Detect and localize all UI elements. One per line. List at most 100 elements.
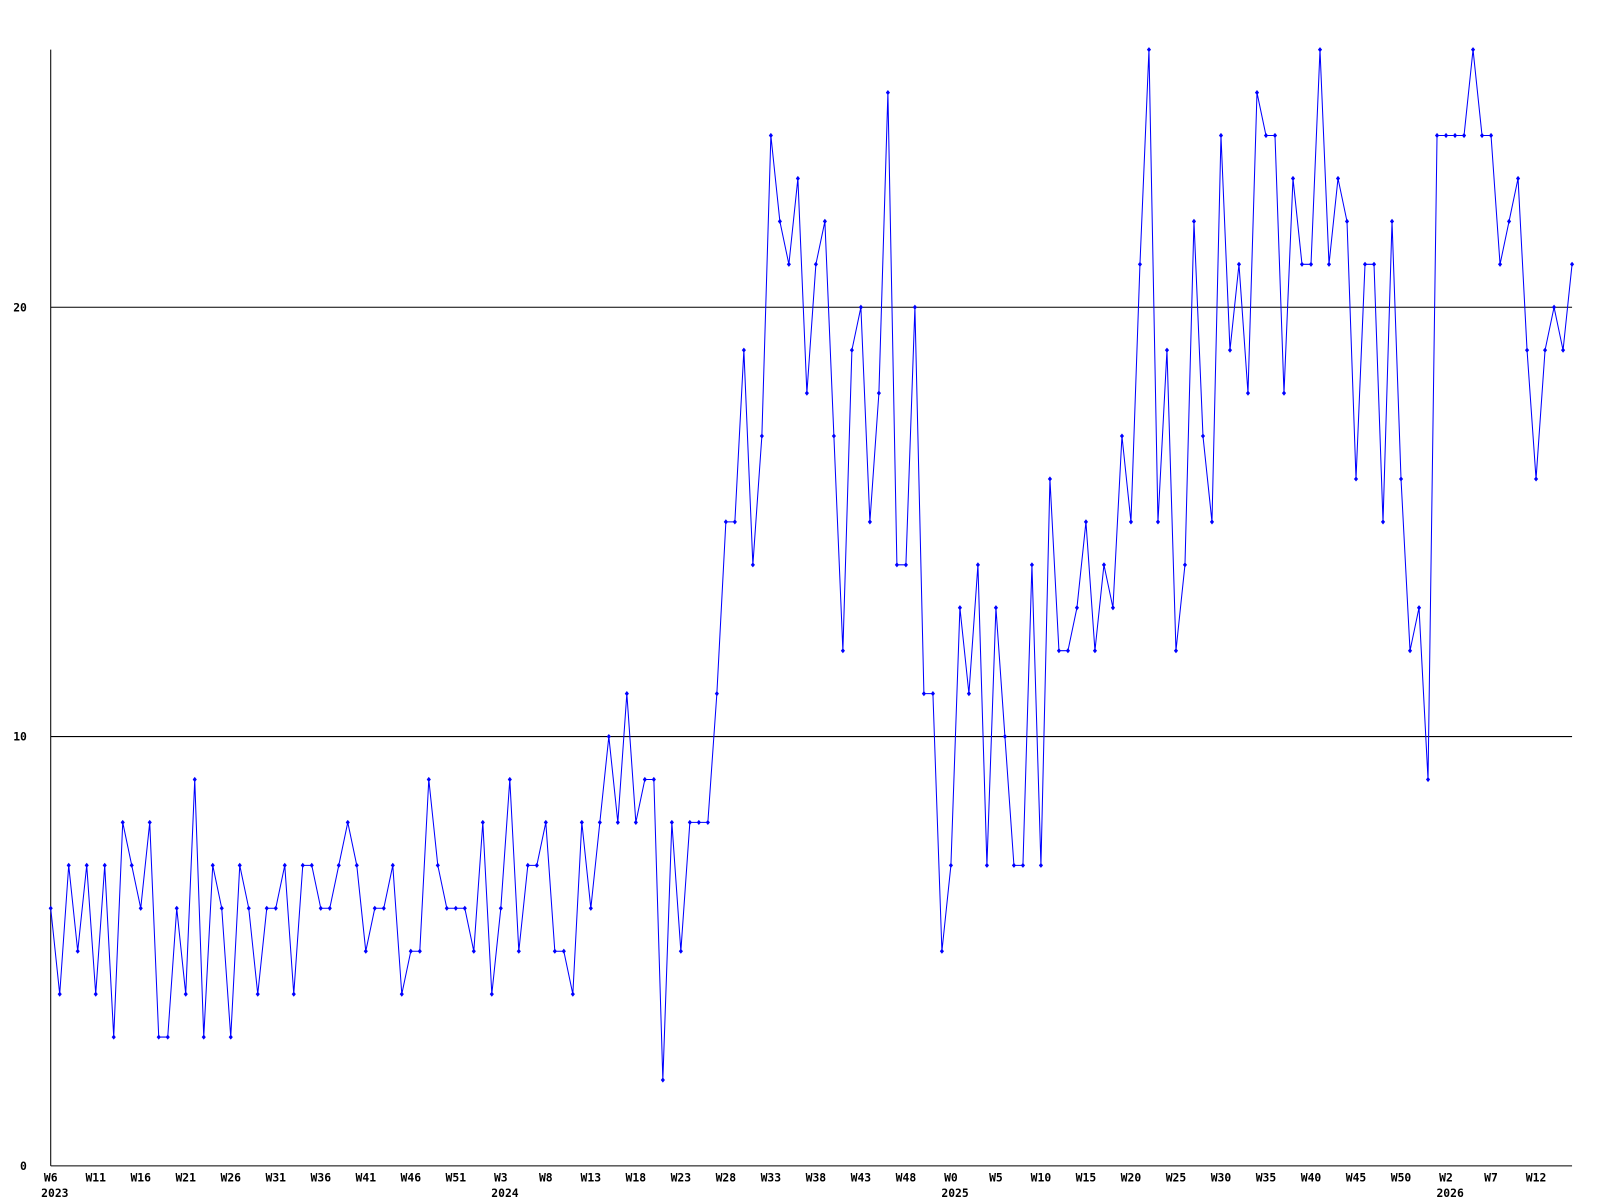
data-point	[849, 347, 854, 353]
x-tick-label: W20	[1121, 1170, 1142, 1184]
data-point	[1425, 776, 1431, 783]
data-point	[480, 819, 485, 825]
data-point	[1470, 47, 1476, 53]
data-point	[867, 519, 872, 525]
data-point	[1344, 218, 1350, 224]
data-point	[1236, 261, 1242, 267]
x-tick-label: W8	[539, 1170, 553, 1184]
x-year-label: 2023	[41, 1186, 69, 1200]
data-point	[336, 862, 341, 868]
data-point	[318, 905, 323, 911]
data-point	[786, 261, 791, 267]
data-point	[1047, 476, 1053, 482]
x-tick-label: W43	[851, 1170, 872, 1184]
y-tick-label: 20	[13, 300, 27, 314]
x-tick-label: W18	[626, 1170, 647, 1184]
data-point	[1362, 261, 1368, 267]
x-tick-label: W0	[944, 1170, 958, 1184]
x-tick-label: W21	[175, 1170, 196, 1184]
data-point	[1263, 132, 1269, 139]
x-tick-label: W23	[671, 1170, 692, 1184]
x-tick-label: W7	[1484, 1170, 1498, 1184]
x-tick-label: W30	[1211, 1170, 1232, 1184]
y-tick-label: 0	[20, 1159, 27, 1173]
data-point	[597, 819, 602, 825]
x-tick-label: W45	[1346, 1170, 1367, 1184]
data-point	[453, 905, 458, 911]
data-point	[1407, 648, 1413, 654]
x-year-label: 2026	[1436, 1186, 1464, 1200]
data-point	[876, 390, 881, 396]
x-tick-label: W12	[1526, 1170, 1547, 1184]
x-tick-label: W38	[806, 1170, 827, 1184]
data-point	[1506, 218, 1512, 224]
data-point	[498, 905, 503, 911]
data-point	[309, 862, 314, 868]
data-point	[444, 905, 449, 911]
data-point	[246, 905, 251, 911]
x-tick-label: W48	[896, 1170, 917, 1184]
x-tick-label: W15	[1076, 1170, 1097, 1184]
data-point	[1560, 347, 1566, 353]
data-point	[426, 776, 431, 783]
data-point	[534, 862, 539, 868]
x-tick-label: W2	[1439, 1170, 1453, 1184]
data-point	[1191, 218, 1197, 224]
x-tick-label: W31	[265, 1170, 286, 1184]
data-point	[822, 218, 827, 224]
x-tick-label: W41	[356, 1170, 377, 1184]
data-point	[219, 905, 224, 911]
data-point	[1497, 261, 1503, 267]
data-point	[1551, 304, 1557, 310]
x-tick-label: W13	[581, 1170, 602, 1184]
data-point	[1056, 648, 1062, 654]
x-tick-label: W5	[989, 1170, 1003, 1184]
data-point	[768, 132, 773, 139]
x-tick-label: W3	[494, 1170, 508, 1184]
data-point	[714, 691, 719, 697]
x-tick-label: W26	[220, 1170, 241, 1184]
x-tick-label: W10	[1031, 1170, 1052, 1184]
data-point	[759, 433, 764, 439]
data-point	[264, 905, 269, 911]
data-point	[1371, 261, 1377, 267]
x-tick-label: W46	[401, 1170, 422, 1184]
data-point	[1137, 261, 1143, 267]
x-tick-label: W50	[1391, 1170, 1412, 1184]
x-tick-label: W6	[44, 1170, 58, 1184]
data-point	[1083, 519, 1089, 525]
data-point	[300, 862, 305, 868]
data-point	[840, 648, 845, 654]
data-point	[354, 862, 359, 868]
data-point	[201, 1034, 206, 1040]
data-point	[1434, 132, 1440, 139]
data-point	[912, 304, 917, 310]
data-point	[1119, 433, 1125, 439]
data-point	[1542, 347, 1548, 353]
x-tick-label: W25	[1166, 1170, 1187, 1184]
data-point	[1164, 347, 1170, 353]
data-point	[237, 862, 242, 868]
data-point	[156, 1034, 161, 1040]
data-point	[1281, 390, 1287, 396]
data-point	[192, 776, 197, 783]
data-point	[741, 347, 746, 353]
data-point	[102, 862, 107, 868]
x-tick-label: W51	[446, 1170, 467, 1184]
x-year-label: 2025	[941, 1186, 969, 1200]
data-point	[858, 304, 863, 310]
x-tick-label: W28	[716, 1170, 737, 1184]
data-point	[669, 819, 674, 825]
data-point	[111, 1034, 116, 1040]
x-tick-label: W16	[130, 1170, 151, 1184]
data-point	[138, 905, 143, 911]
x-tick-label: W36	[310, 1170, 331, 1184]
data-point	[1308, 261, 1314, 267]
data-point	[1290, 175, 1296, 182]
data-point	[948, 862, 953, 868]
data-point	[705, 819, 710, 825]
data-point	[1173, 648, 1179, 654]
x-tick-label: W35	[1256, 1170, 1277, 1184]
data-point	[174, 905, 179, 911]
